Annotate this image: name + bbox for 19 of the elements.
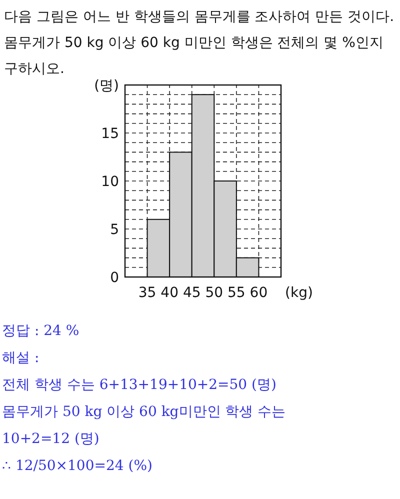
y-axis-title: (명) <box>94 78 119 94</box>
chart-title: 다음 그림은 어느 반 학생들의 몸무게를 조사하여 만든 것이다. 몸무게가 50 kg 이상 60 kg 미만인 학생은 전체의 몇 %인지 구하시오. <box>4 9 394 77</box>
y-tick-label: 10 <box>101 174 119 190</box>
x-tick-label: 35 <box>138 285 156 301</box>
x-tick-label: 50 <box>205 285 224 301</box>
x-tick-label: 45 <box>182 285 201 301</box>
text: 전체 학생 수는 6+13+19+10+2=50 (명) <box>2 376 278 395</box>
y-tick-label: 15 <box>101 126 119 142</box>
text: 10+2=12 (명) <box>2 430 100 449</box>
x-axis-title: (kg) <box>285 285 313 301</box>
text: 정답 : 24 % <box>2 322 80 341</box>
text: 몸무게가 50 kg 이상 60 kg미만인 학생 수는 <box>2 403 286 422</box>
text: 해설 : <box>2 349 40 368</box>
x-tick-label: 40 <box>160 285 178 301</box>
x-tick-label: 55 <box>228 285 246 301</box>
text: ∴ 12/50×100=24 (%) <box>2 457 154 476</box>
y-tick-label: 0 <box>110 270 119 286</box>
y-tick-label: 5 <box>110 222 119 238</box>
x-tick-label: 60 <box>250 285 268 301</box>
